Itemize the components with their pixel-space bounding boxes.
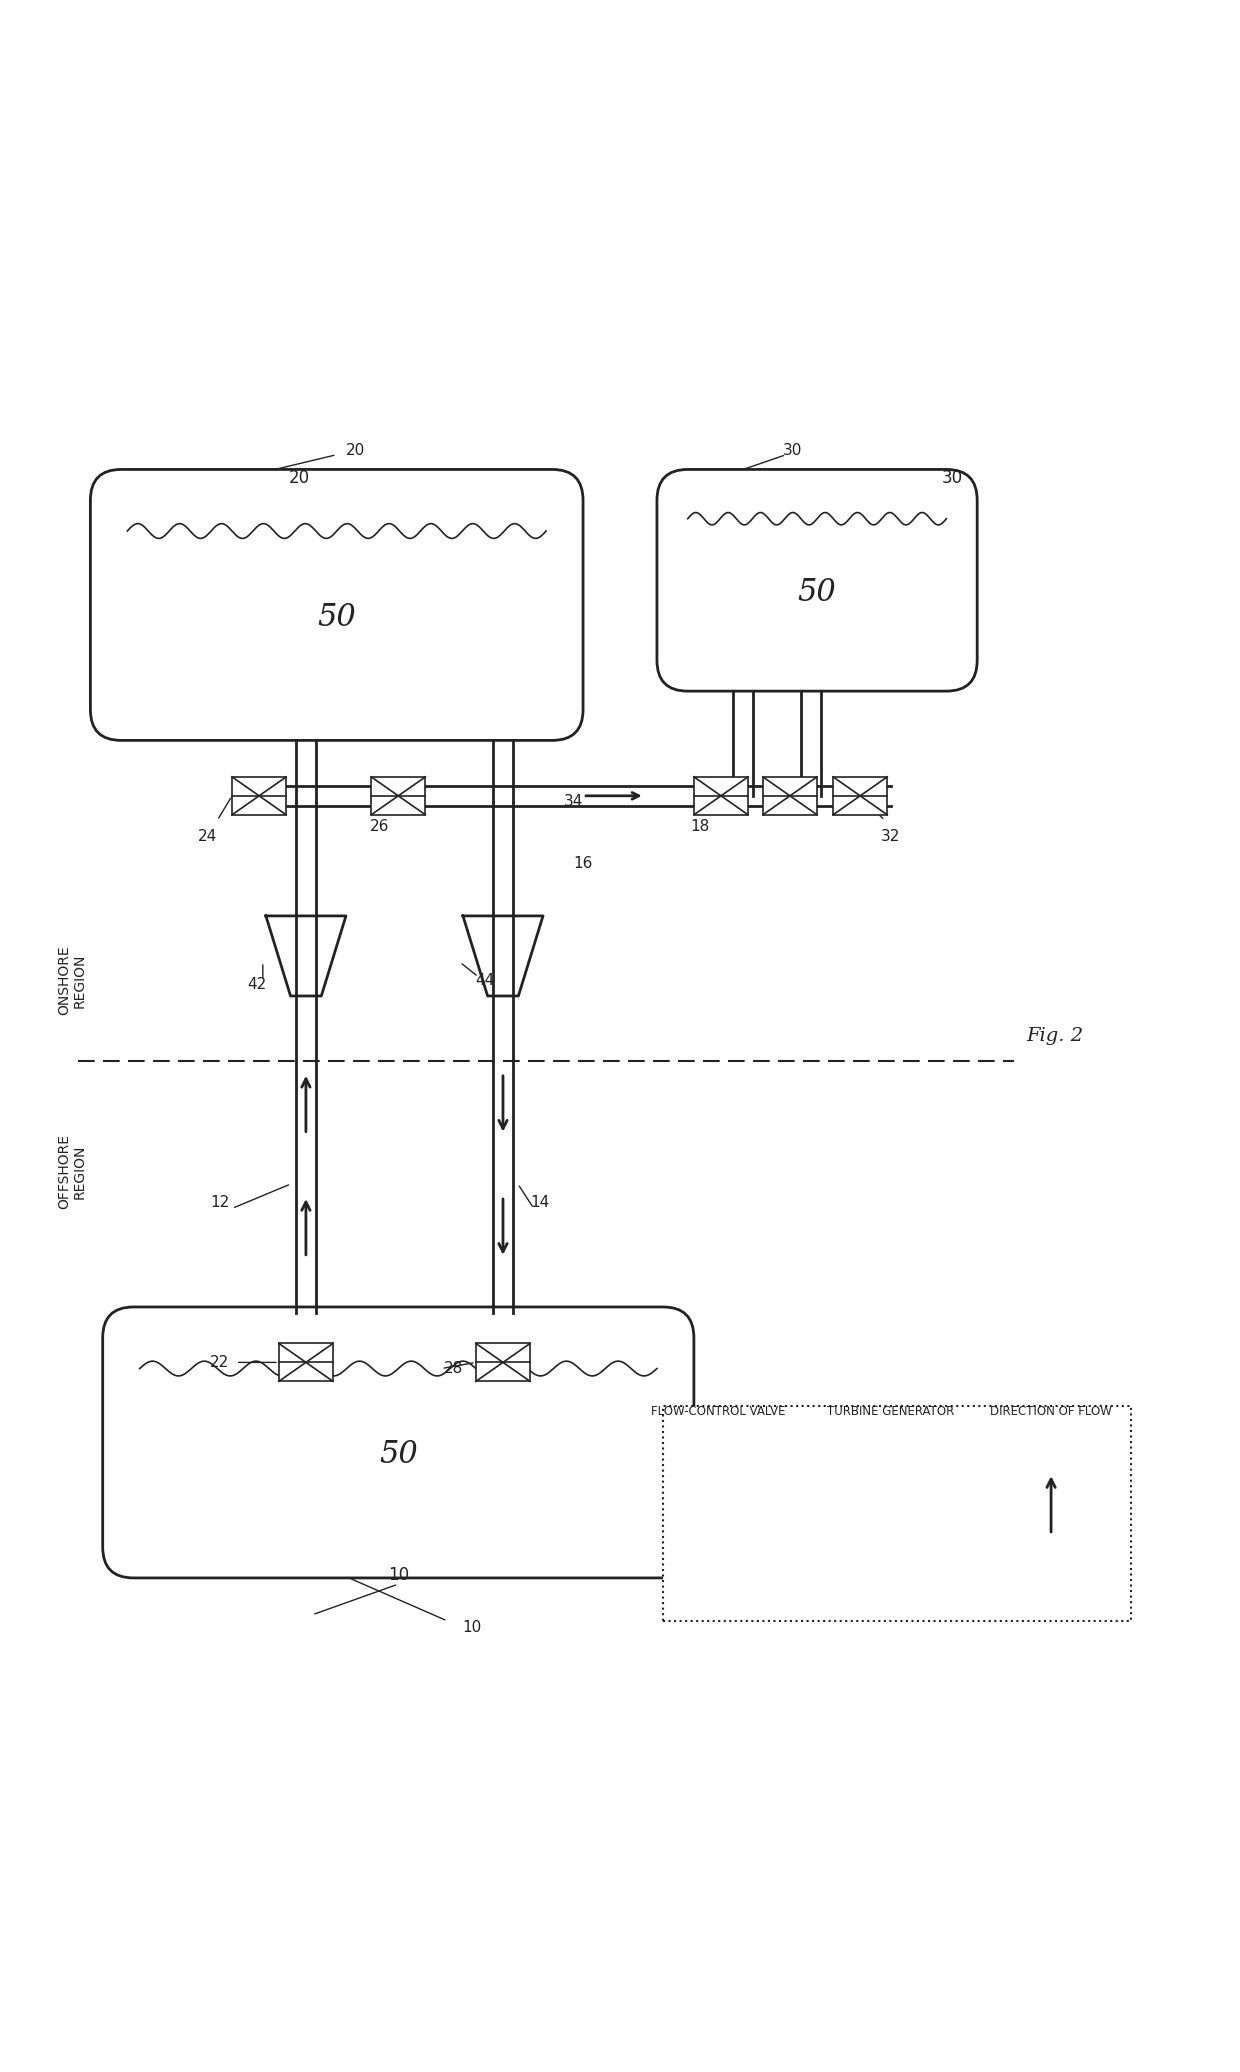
Text: 22: 22 [210,1355,229,1370]
Bar [371,777,425,814]
Text: Fig. 2: Fig. 2 [1027,1028,1084,1044]
Bar [279,1343,334,1382]
Text: 50: 50 [317,601,356,632]
Text: 18: 18 [691,818,709,835]
Text: TURBINE GENERATOR: TURBINE GENERATOR [827,1405,955,1417]
Text: 30: 30 [782,443,802,458]
Text: 16: 16 [573,856,593,870]
Text: 50: 50 [797,578,837,607]
Bar [232,777,286,814]
Bar [476,1343,529,1382]
Text: 30: 30 [942,470,963,487]
FancyBboxPatch shape [103,1307,694,1579]
Text: FLOW-CONTROL VALVE: FLOW-CONTROL VALVE [651,1405,786,1417]
Text: 24: 24 [197,829,217,843]
Text: DIRECTION OF FLOW: DIRECTION OF FLOW [991,1405,1112,1417]
Text: 12: 12 [210,1196,229,1210]
Text: 44: 44 [475,974,495,988]
FancyBboxPatch shape [657,470,977,692]
Text: 42: 42 [247,976,267,992]
Text: 28: 28 [444,1361,464,1376]
FancyBboxPatch shape [91,470,583,740]
Text: ONSHORE
REGION: ONSHORE REGION [57,945,87,1015]
Text: OFFSHORE
REGION: OFFSHORE REGION [57,1133,87,1208]
Text: 14: 14 [531,1196,549,1210]
Text: 10: 10 [388,1566,409,1585]
Text: 26: 26 [370,818,389,835]
Text: 50: 50 [379,1440,418,1471]
Bar [688,1434,749,1477]
Bar [663,1405,1131,1620]
Bar [694,777,748,814]
Bar [763,777,817,814]
Text: 32: 32 [882,829,900,843]
Text: 20: 20 [346,443,365,458]
Bar [833,777,888,814]
Text: 10: 10 [463,1620,482,1635]
Text: 20: 20 [289,470,310,487]
Text: 34: 34 [563,794,583,810]
